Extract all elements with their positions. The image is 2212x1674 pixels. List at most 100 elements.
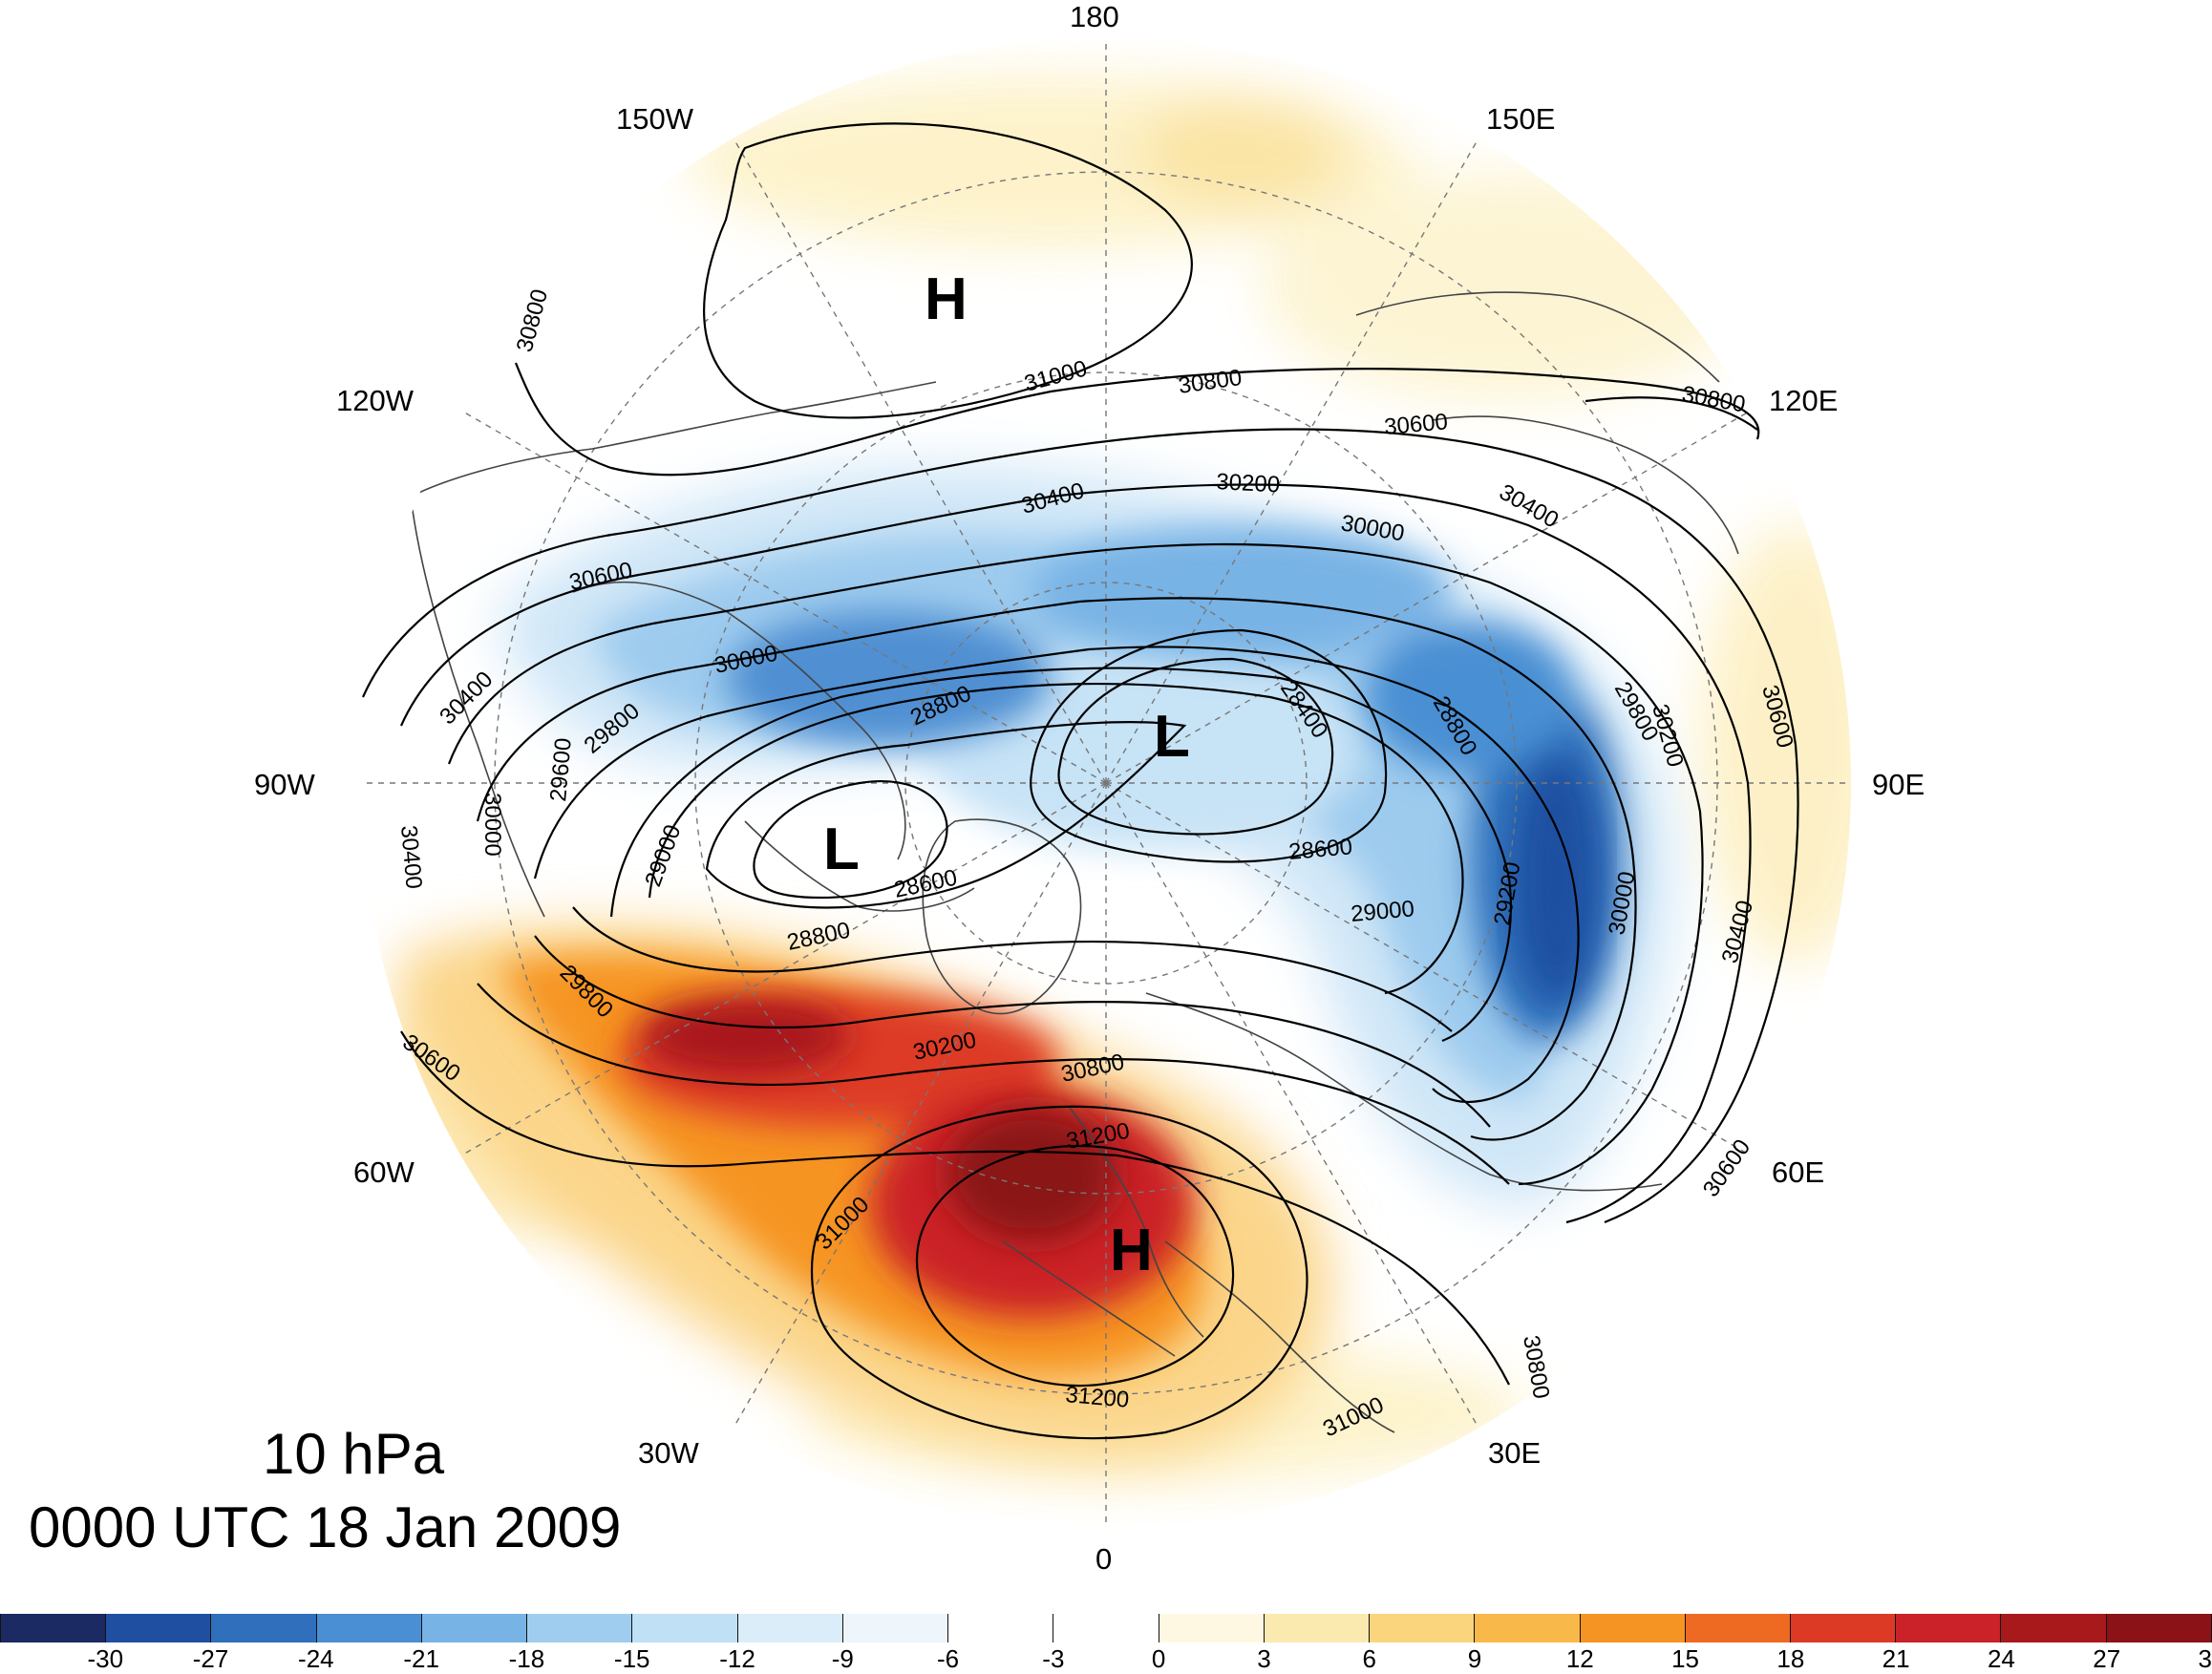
colorbar-tick-label: 18 (1776, 1644, 1805, 1673)
contour-label: 28800 (785, 918, 853, 956)
lon-label-30e: 30E (1488, 1436, 1541, 1470)
lon-label-120e: 120E (1769, 384, 1838, 417)
low-marker: L (1154, 704, 1190, 770)
high-marker: H (1110, 1218, 1153, 1283)
contour-30000-south (534, 935, 1491, 1128)
lon-label-90e: 90E (1872, 768, 1925, 801)
colorbar-tick-label: 3 (1257, 1644, 1271, 1673)
lon-label-30w: 30W (638, 1436, 699, 1470)
contour-29600-south (572, 906, 1453, 1032)
temperature-anomaly-shading (372, 76, 1851, 1480)
lon-label-120w: 120W (336, 384, 415, 417)
contour-29800 (533, 646, 1580, 1104)
contour-31000-europe (810, 1105, 1308, 1440)
colorbar-tick-label: -6 (937, 1644, 960, 1673)
contour-30400-south (477, 983, 1510, 1185)
pressure-level-title: 10 hPa (263, 1422, 445, 1486)
contour-label: 28600 (892, 865, 960, 903)
colorbar-swatch (211, 1614, 317, 1642)
contour-30800-south (400, 1030, 1510, 1386)
lon-label-60w: 60W (353, 1155, 415, 1189)
colorbar-tick-label: 9 (1467, 1644, 1482, 1673)
contour-label: 30400 (395, 824, 427, 890)
contour-label: 30000 (479, 793, 505, 857)
contour-31200-europe (915, 1144, 1235, 1388)
colorbar-swatch (948, 1614, 1054, 1642)
colorbar-tick-label: 27 (2093, 1644, 2121, 1673)
colorbar-tick-label: 12 (1565, 1644, 1594, 1673)
colorbar-swatch (0, 1614, 107, 1642)
contour-30400 (399, 483, 1752, 1224)
contour-29000 (648, 682, 1464, 995)
colorbar-tick-label: -18 (508, 1644, 545, 1673)
contour-30200 (447, 542, 1704, 1186)
colorbar-tick-label: 30 (2198, 1644, 2212, 1673)
colorbar-swatch (1264, 1614, 1371, 1642)
contour-28800 (705, 720, 1187, 909)
colorbar-swatch (421, 1614, 528, 1642)
colorbar-swatch (1896, 1614, 2002, 1642)
longitude-labels: 180 150E 120E 90E 60E 30E 0 30W 60W 90W … (254, 0, 1925, 1576)
polar-stereographic-map: 30800 31000 30800 30800 30600 30400 3020… (254, 0, 1925, 1576)
colorbar-tick-label: -9 (831, 1644, 854, 1673)
coastlines (410, 291, 1739, 1433)
colorbar-swatch (1370, 1614, 1476, 1642)
lon-label-60e: 60E (1772, 1155, 1824, 1189)
contour-label: 30600 (1383, 409, 1449, 440)
lon-label-180: 180 (1070, 0, 1119, 33)
colorbar-swatch (842, 1614, 949, 1642)
contour-30800-outer (514, 362, 1760, 477)
contour-label: 29600 (545, 737, 577, 803)
contour-28600-pole (1030, 628, 1388, 863)
contour-label: 30800 (1518, 1333, 1554, 1400)
colorbar-tick-label: 24 (1987, 1644, 2015, 1673)
contour-label: 30800 (1680, 381, 1747, 417)
contour-label: 29000 (640, 821, 686, 890)
colorbar-swatch (2001, 1614, 2107, 1642)
colorbar-tick-label: 15 (1671, 1644, 1700, 1673)
colorbar-swatch (106, 1614, 212, 1642)
high-marker: H (925, 266, 968, 332)
contour-30000 (476, 597, 1637, 1141)
colorbar-swatch (1053, 1614, 1159, 1642)
lon-label-90w: 90W (254, 768, 315, 801)
colorbar-labels: -30 -27 -24 -21 -18 -15 -12 -9 -6 -3 0 3 6 9 12 15 18 21 2… (0, 1644, 2212, 1673)
colorbar-swatch (1790, 1614, 1897, 1642)
colorbar-swatch (1159, 1614, 1265, 1642)
colorbar-tick-label: -27 (192, 1644, 229, 1673)
valid-time-title: 0000 UTC 18 Jan 2009 (29, 1495, 622, 1559)
contour-label: 29000 (1350, 896, 1415, 927)
colorbar-swatch (1475, 1614, 1581, 1642)
colorbar-tick-label: 6 (1362, 1644, 1376, 1673)
colorbar-tick-label: 0 (1151, 1644, 1166, 1673)
pressure-center-labels: H L L H (823, 266, 1190, 1283)
colorbar-tick-label: -15 (613, 1644, 650, 1673)
colorbar-tick-label: -3 (1042, 1644, 1065, 1673)
colorbar-swatch (2106, 1614, 2212, 1642)
height-contours (361, 122, 1799, 1440)
contour-28400 (1057, 657, 1334, 836)
lon-label-0: 0 (1095, 1542, 1112, 1576)
colorbar-tick-label: -21 (403, 1644, 439, 1673)
contour-31000-alaska (703, 122, 1193, 419)
contour-label: 30200 (1216, 469, 1281, 498)
contour-30600 (361, 428, 1799, 1224)
lon-label-150e: 150E (1486, 102, 1555, 136)
colorbar-swatch (527, 1614, 633, 1642)
colorbar-swatch (632, 1614, 738, 1642)
contour-29200 (609, 667, 1513, 1043)
colorbar-tick-label: -24 (298, 1644, 334, 1673)
contour-label: 30800 (512, 286, 553, 354)
low-marker: L (823, 816, 860, 882)
colorbar-tick-label: -30 (87, 1644, 124, 1673)
colorbar-tick-label: 21 (1882, 1644, 1910, 1673)
lon-label-150w: 150W (616, 102, 694, 136)
contour-30800-pacific (1585, 396, 1758, 431)
contour-label: 30400 (435, 667, 498, 730)
colorbar-swatch (316, 1614, 422, 1642)
colorbar (0, 1614, 2212, 1642)
colorbar-swatch (1685, 1614, 1791, 1642)
contour-label: 28600 (1287, 834, 1353, 865)
contour-label: 31200 (1064, 1382, 1130, 1413)
colorbar-swatch (1580, 1614, 1686, 1642)
